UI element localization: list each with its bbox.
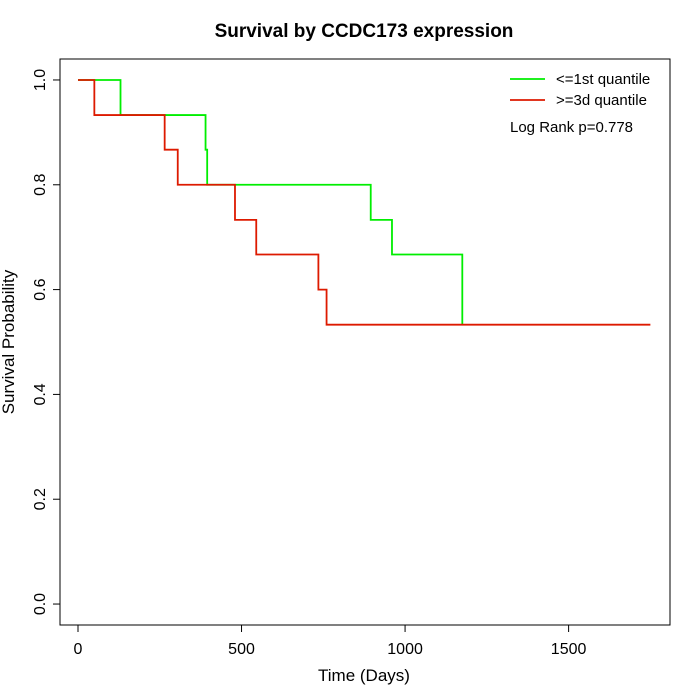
y-axis-label: Survival Probability (0, 269, 18, 414)
x-tick-label: 500 (228, 641, 255, 658)
y-tick-label: 0.4 (32, 383, 49, 405)
chart-title: Survival by CCDC173 expression (215, 21, 514, 42)
series-group (77, 79, 651, 326)
x-tick-label: 0 (74, 641, 83, 658)
y-tick-label: 1.0 (32, 69, 49, 91)
y-tick-label: 0.6 (32, 278, 49, 300)
logrank-annotation: Log Rank p=0.778 (510, 119, 633, 136)
legend-label-2: >=3d quantile (556, 92, 647, 109)
x-tick-label: 1500 (551, 641, 587, 658)
x-tick-label: 1000 (387, 641, 423, 658)
y-tick-label: 0.0 (32, 593, 49, 615)
series-line-2 (77, 79, 651, 326)
y-tick-label: 0.2 (32, 488, 49, 510)
plot-frame (59, 58, 671, 626)
series-line-1 (77, 79, 464, 325)
legend-label-1: <=1st quantile (556, 71, 650, 88)
x-axis: 0 500 1000 1500 (74, 624, 587, 658)
x-axis-label: Time (Days) (318, 666, 410, 685)
y-axis: 0.0 0.2 0.4 0.6 0.8 1.0 (32, 69, 61, 615)
y-tick-label: 0.8 (32, 174, 49, 196)
legend: <=1st quantile >=3d quantile (510, 71, 650, 109)
